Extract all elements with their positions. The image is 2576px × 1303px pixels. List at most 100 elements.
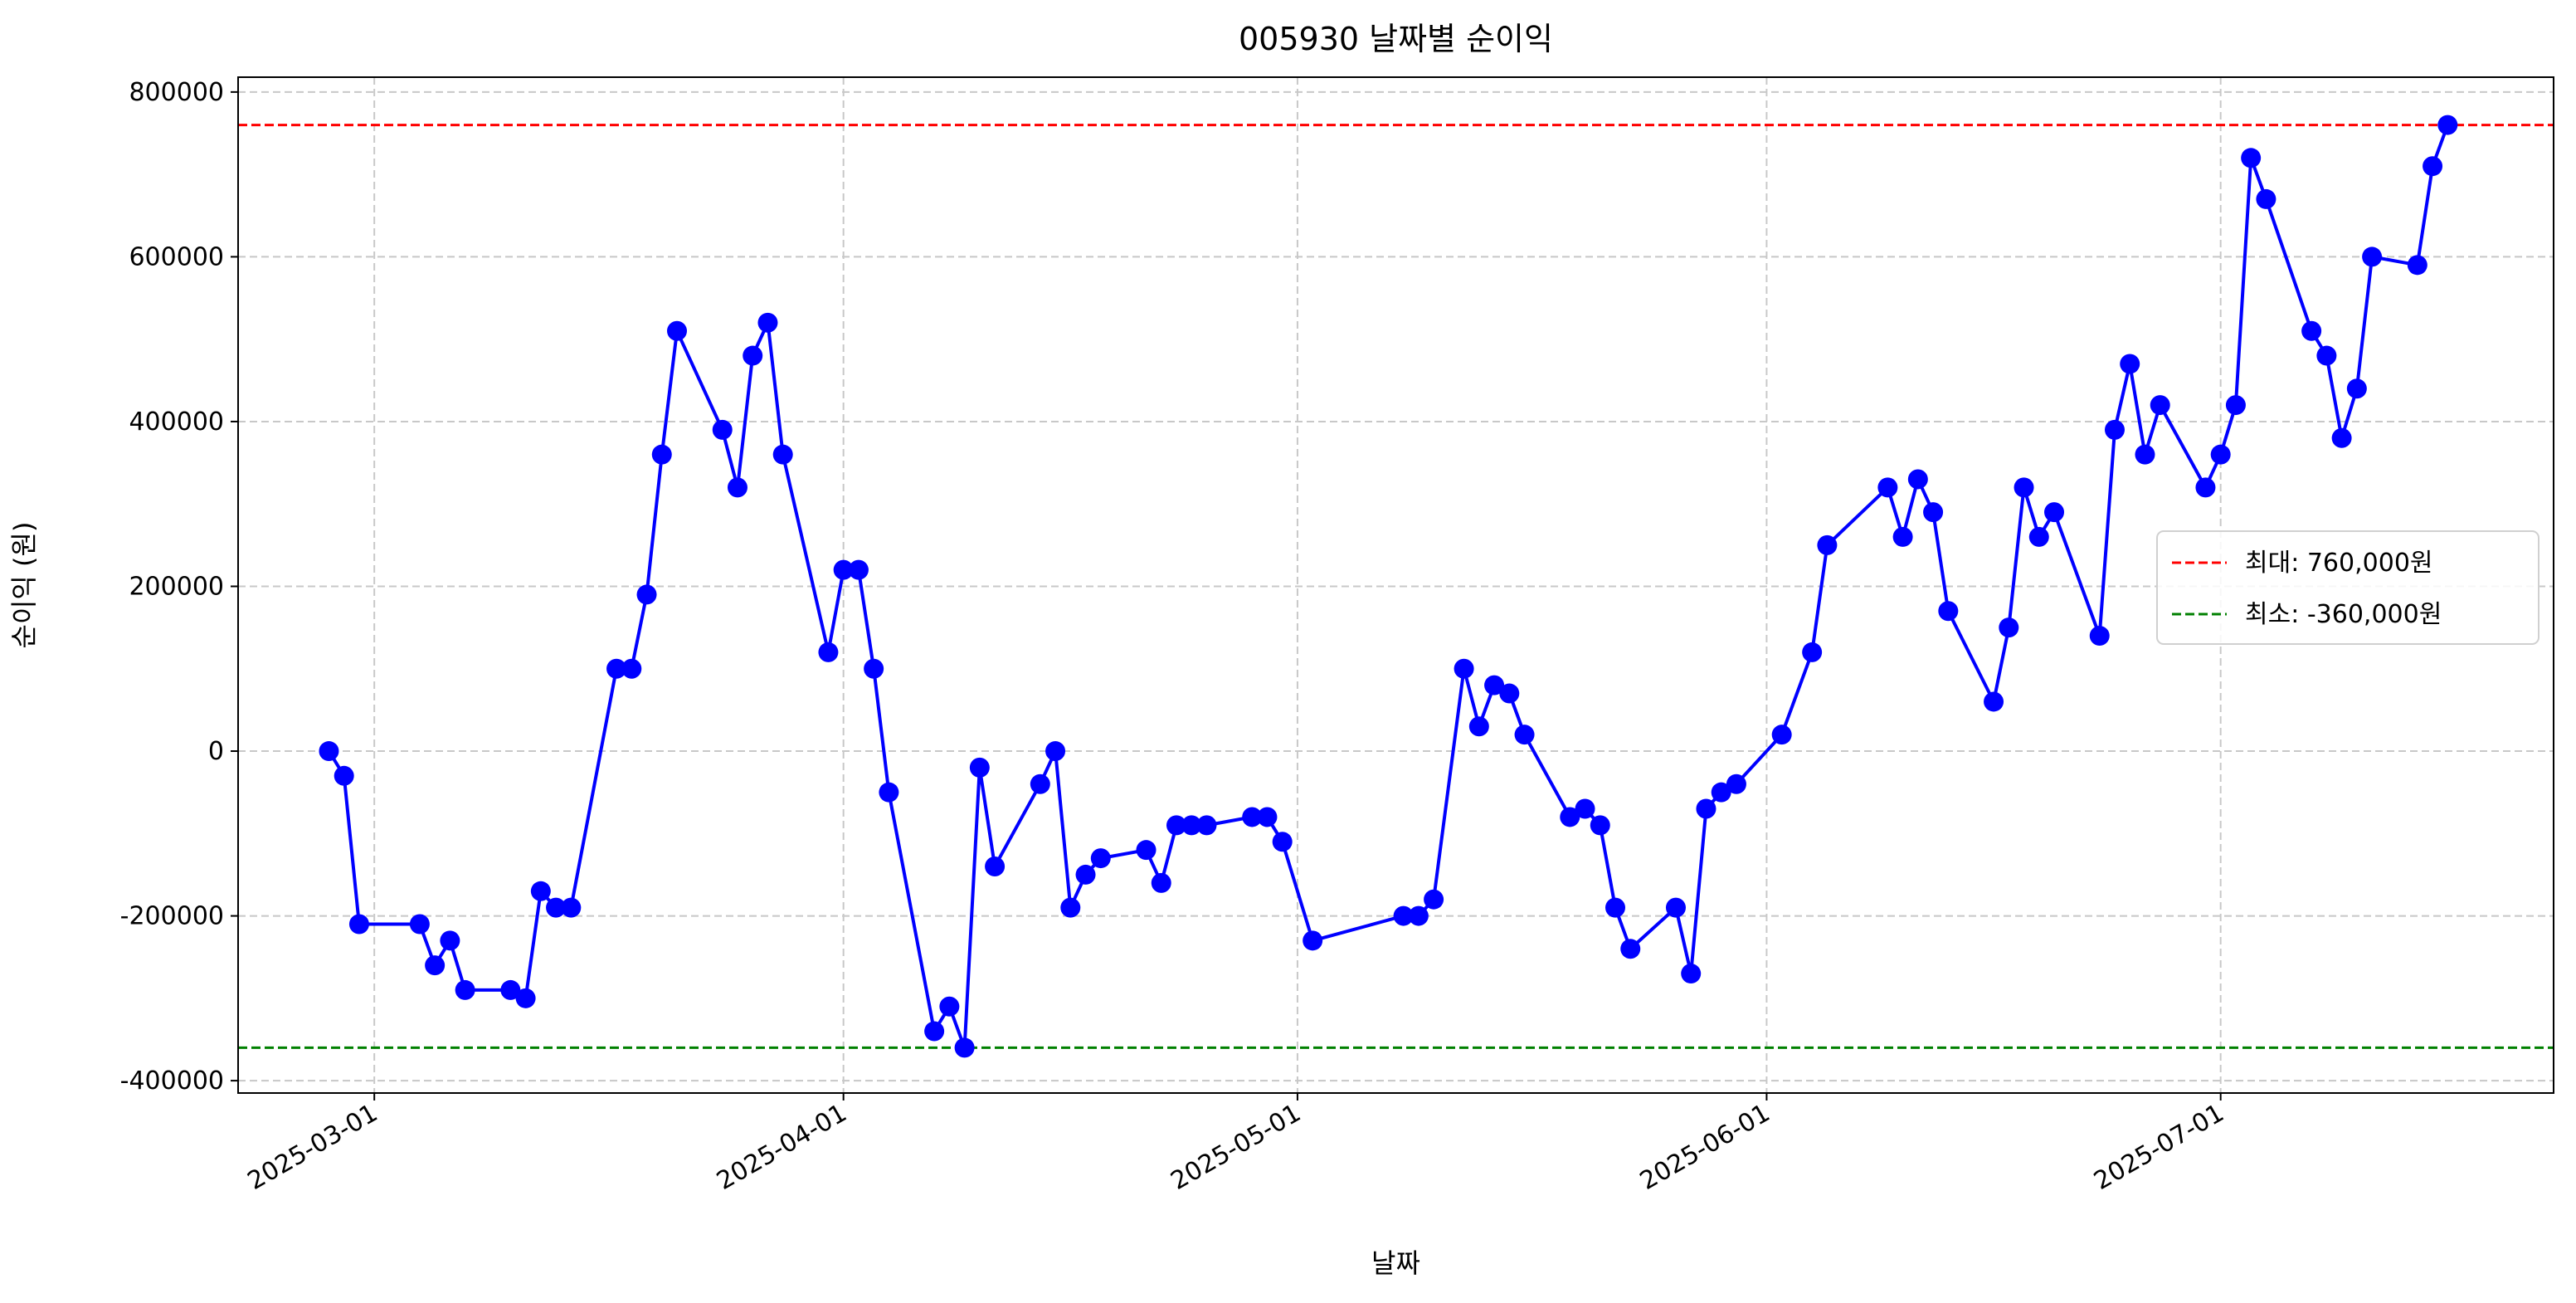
data-point <box>667 320 688 341</box>
data-point <box>1060 897 1081 918</box>
data-point <box>1030 774 1050 794</box>
data-point <box>772 444 793 465</box>
data-point <box>939 996 960 1017</box>
data-point <box>2028 526 2049 547</box>
data-point <box>1181 815 1202 836</box>
data-point <box>2316 345 2337 366</box>
data-point <box>924 1021 945 1042</box>
series-layer <box>319 115 2458 1058</box>
data-point <box>985 856 1006 877</box>
data-point <box>1166 815 1186 836</box>
data-point <box>2210 444 2231 465</box>
data-point <box>969 757 990 778</box>
legend-box <box>2156 530 2539 645</box>
y-tick-label: -200000 <box>120 902 224 931</box>
data-point <box>500 979 521 1000</box>
data-point <box>2331 427 2352 448</box>
data-point <box>1424 889 1444 910</box>
data-point <box>1393 905 1414 926</box>
data-point <box>2407 255 2427 276</box>
y-tick-label: 800000 <box>129 78 224 107</box>
data-point <box>1514 725 1535 745</box>
data-point <box>2120 354 2140 374</box>
data-point <box>1272 832 1293 852</box>
data-point <box>1984 691 2004 712</box>
data-point <box>1923 502 1944 523</box>
data-point <box>651 444 672 465</box>
data-point <box>319 741 339 762</box>
data-point <box>1484 675 1505 695</box>
y-axis-label: 순이익 (원) <box>8 522 40 649</box>
legend-min-label: 최소: -360,000원 <box>2245 600 2442 629</box>
data-point <box>425 955 446 976</box>
data-point <box>727 477 747 498</box>
data-point <box>1665 897 1686 918</box>
data-point <box>743 345 763 366</box>
data-point <box>455 979 475 1000</box>
data-point <box>1075 864 1096 885</box>
reference-lines <box>238 124 2554 1049</box>
data-point <box>1257 807 1278 827</box>
data-point <box>2150 395 2170 416</box>
data-point <box>1560 807 1580 827</box>
chart-title: 005930 날짜별 순이익 <box>1239 21 1553 57</box>
data-point <box>1938 601 1959 622</box>
data-point <box>1196 815 1217 836</box>
data-point <box>712 419 733 440</box>
data-point <box>2044 502 2065 523</box>
plot-frame <box>237 76 2554 1094</box>
data-point <box>1802 642 1823 662</box>
data-point <box>1726 774 1746 794</box>
data-point <box>2423 156 2443 177</box>
data-point <box>2135 444 2155 465</box>
data-point <box>1590 815 1610 836</box>
data-point <box>1892 526 1913 547</box>
data-point <box>1468 716 1489 737</box>
data-point <box>1696 798 1717 819</box>
data-point <box>954 1037 975 1058</box>
data-point <box>1711 782 1731 803</box>
y-tick-label: 400000 <box>129 407 224 437</box>
data-point <box>1620 939 1641 959</box>
data-point <box>606 658 627 679</box>
data-point <box>530 881 551 901</box>
data-point <box>2241 148 2262 168</box>
data-point <box>2362 246 2383 267</box>
data-point <box>515 988 536 1008</box>
data-point <box>621 658 642 679</box>
legend-max-label: 최대: 760,000원 <box>2245 549 2433 578</box>
data-point <box>561 897 582 918</box>
data-point <box>833 559 854 580</box>
data-point <box>2346 378 2367 399</box>
y-tick-label: -400000 <box>120 1066 224 1096</box>
data-point <box>1045 741 1066 762</box>
data-point <box>1999 617 2019 638</box>
data-point <box>546 897 567 918</box>
data-point <box>2256 188 2277 209</box>
data-point <box>1817 534 1838 555</box>
x-axis-label: 날짜 <box>1371 1247 1420 1279</box>
data-point <box>864 658 884 679</box>
data-point <box>1136 840 1157 861</box>
data-point <box>1771 725 1792 745</box>
data-point <box>1303 930 1323 951</box>
data-point <box>2014 477 2034 498</box>
data-point <box>409 914 430 935</box>
data-point <box>879 782 899 803</box>
data-point <box>1408 905 1429 926</box>
y-tick-label: 0 <box>208 737 224 766</box>
data-point <box>1575 798 1595 819</box>
data-point <box>348 914 369 935</box>
data-point <box>757 312 778 333</box>
data-point <box>1499 683 1520 704</box>
data-point <box>2437 115 2458 135</box>
data-point <box>636 584 657 605</box>
data-point <box>2104 419 2125 440</box>
data-point <box>1242 807 1263 827</box>
data-point <box>1681 964 1702 984</box>
data-point <box>440 930 460 951</box>
